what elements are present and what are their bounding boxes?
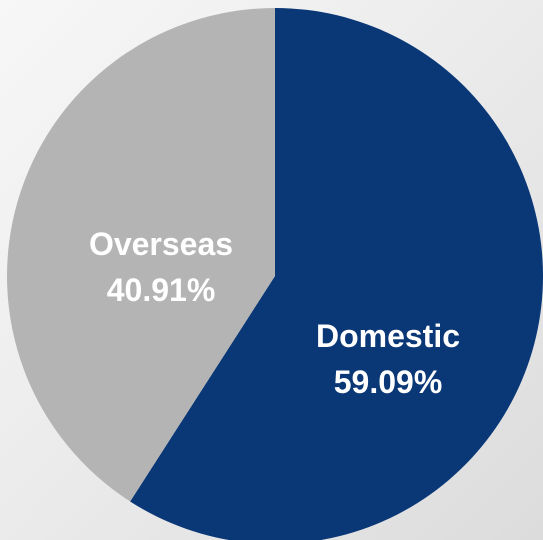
slice-label-overseas: Overseas [89, 226, 233, 262]
pie-slice-domestic [130, 8, 543, 540]
slice-label-group-overseas: Overseas 40.91% [89, 226, 233, 308]
slice-value-overseas: 40.91% [107, 272, 216, 308]
slice-value-domestic: 59.09% [334, 364, 443, 400]
pie-slice-overseas [7, 8, 276, 502]
pie-slices [7, 8, 543, 540]
slice-label-group-domestic: Domestic 59.09% [316, 318, 460, 400]
slice-label-domestic: Domestic [316, 318, 460, 354]
